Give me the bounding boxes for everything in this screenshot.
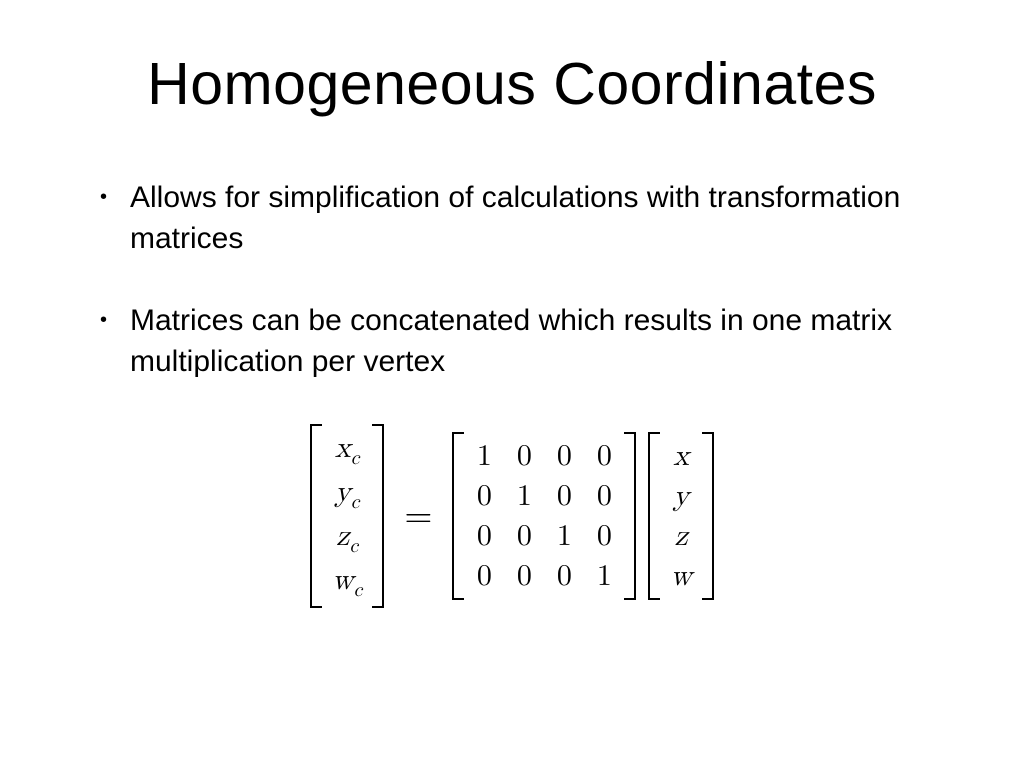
matrix-cell: 0 [544,556,584,596]
matrix-cell: 0 [464,556,504,596]
slide-title: Homogeneous Coordinates [70,50,954,118]
vector-subscript: c [349,536,358,556]
matrix-cell: 0 [464,516,504,556]
matrix-cell: 0 [544,436,584,476]
vector-element: z [336,521,349,551]
matrix-cell: 0 [464,476,504,516]
vector-element: x [660,436,702,476]
vector-subscript: c [351,492,360,512]
vector-subscript: c [351,448,360,468]
vector-element: w [660,556,702,596]
equals-sign: = [404,495,432,538]
vector-element: w [332,565,354,595]
matrix-cell: 0 [504,516,544,556]
slide: Homogeneous Coordinates Allows for simpl… [0,0,1024,768]
matrix-cell: 0 [544,476,584,516]
bullet-item: Matrices can be concatenated which resul… [100,301,954,382]
matrix-cell: 0 [504,436,544,476]
matrix-cell: 0 [584,516,624,556]
transformation-matrix: 1 0 0 0 0 1 0 0 0 0 1 0 0 [452,432,636,600]
vector-element: y [660,476,702,516]
matrix-cell: 1 [584,556,624,596]
vector-subscript: c [354,580,363,600]
matrix-equation: xc yc zc wc = 1 0 0 0 0 1 0 0 [70,424,954,608]
matrix-cell: 0 [504,556,544,596]
result-vector: xc yc zc wc [310,424,384,608]
matrix-cell: 0 [584,476,624,516]
matrix-cell: 1 [504,476,544,516]
matrix-cell: 1 [544,516,584,556]
input-vector: x y z w [648,432,714,600]
vector-element: y [335,477,351,507]
vector-element: x [335,433,351,463]
bullet-item: Allows for simplification of calculation… [100,178,954,259]
bullet-list: Allows for simplification of calculation… [70,178,954,382]
matrix-cell: 1 [464,436,504,476]
matrix-cell: 0 [584,436,624,476]
vector-element: z [660,516,702,556]
